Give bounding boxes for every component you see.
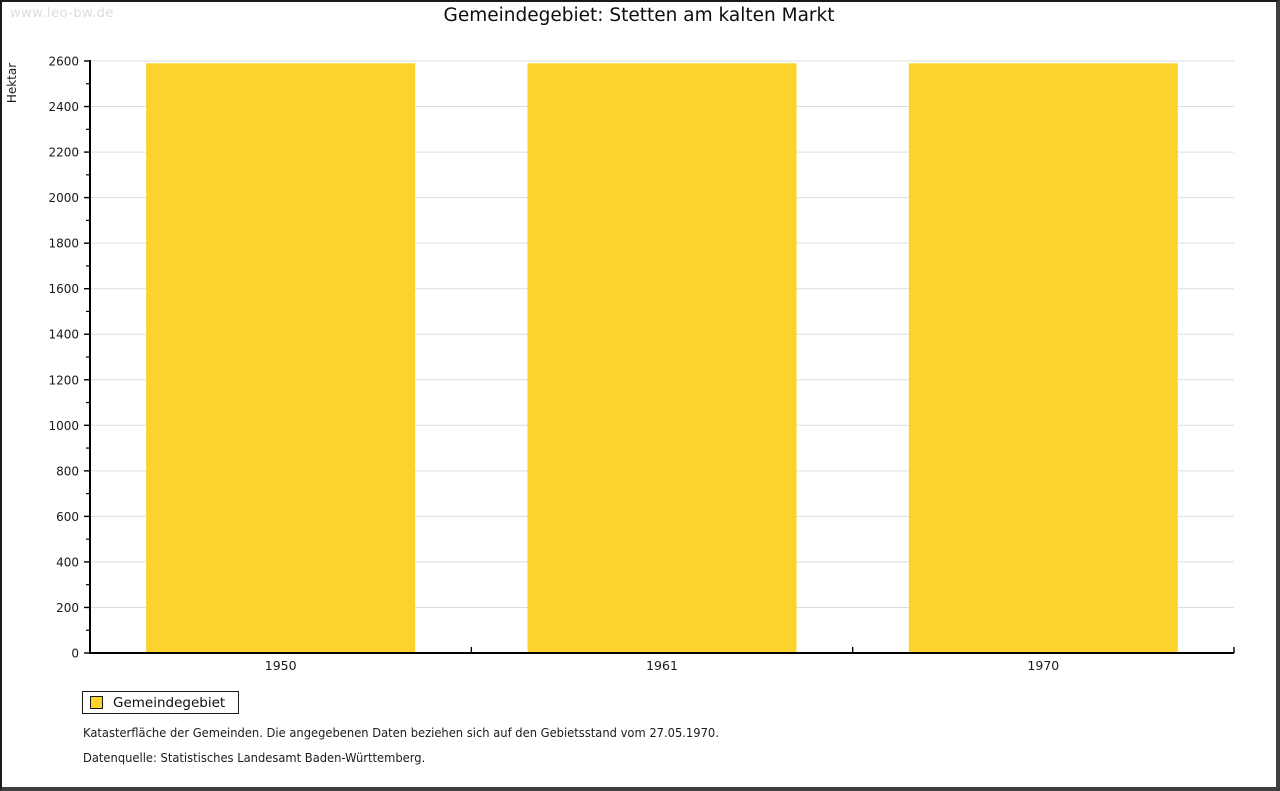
y-tick-label: 0 [71, 647, 79, 661]
legend-swatch [90, 696, 103, 709]
x-tick-label: 1950 [265, 658, 297, 673]
y-tick-label: 2200 [48, 146, 79, 160]
y-tick-label: 200 [56, 601, 79, 615]
y-tick-label: 1000 [48, 419, 79, 433]
chart-title: Gemeindegebiet: Stetten am kalten Markt [443, 5, 835, 26]
y-tick-label: 2600 [48, 55, 79, 69]
y-tick-label: 1200 [48, 373, 79, 387]
y-tick-label: 600 [56, 510, 79, 524]
y-tick-label: 1800 [48, 237, 79, 251]
legend: Gemeindegebiet [82, 691, 240, 714]
y-tick-label: 1600 [48, 282, 79, 296]
watermark: www.leo-bw.de [10, 6, 114, 21]
footer-note: Katasterfläche der Gemeinden. Die angege… [83, 726, 719, 741]
x-tick-label: 1970 [1027, 658, 1059, 673]
bar-1950 [146, 63, 416, 654]
y-axis-title: Hektar [5, 63, 19, 103]
legend-label: Gemeindegebiet [113, 694, 226, 711]
x-tick-label: 1961 [646, 658, 678, 673]
y-tick-label: 2400 [48, 100, 79, 114]
bar-1970 [908, 63, 1178, 654]
y-tick-label: 2000 [48, 191, 79, 205]
y-tick-label: 800 [56, 464, 79, 478]
bar-1961 [527, 63, 797, 654]
y-tick-label: 1400 [48, 328, 79, 342]
footer-source: Datenquelle: Statistisches Landesamt Bad… [83, 751, 426, 766]
y-tick-label: 400 [56, 555, 79, 569]
